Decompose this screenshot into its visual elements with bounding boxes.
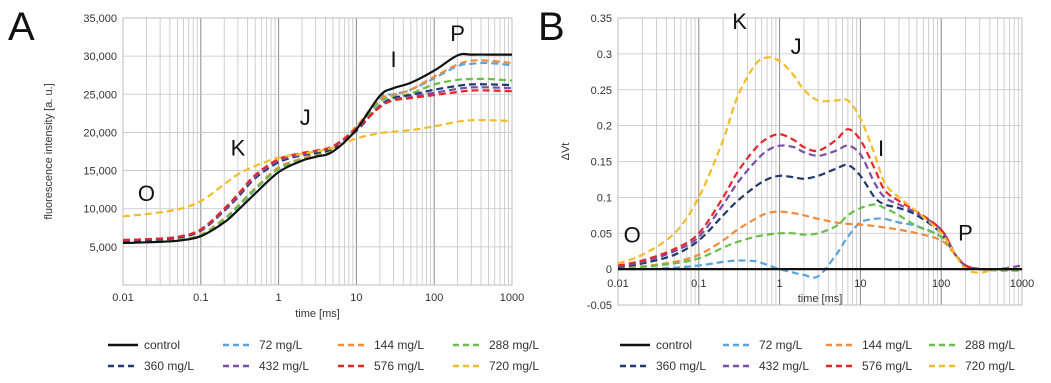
legend-label: 576 mg/L: [374, 359, 424, 373]
y-tick-label: 5,000: [89, 242, 117, 254]
panel-letter-b: B: [538, 5, 565, 49]
y-tick-label: 0.05: [591, 228, 612, 240]
phase-annotation: I: [878, 136, 884, 161]
y-axis-label: fluorescence intensity [a. u.]: [43, 83, 55, 219]
phase-annotation: J: [300, 105, 311, 130]
x-tick-label: 0.1: [193, 292, 208, 304]
series-line-control: [123, 52, 512, 245]
legend-label: 72 mg/L: [259, 338, 303, 352]
phase-annotation: O: [624, 223, 641, 248]
panel-letter-a: A: [8, 5, 35, 49]
y-tick-label: 20,000: [83, 127, 117, 139]
legend-panel-a: control 72 mg/L 144 mg/L 288 mg/L 360 mg/L 43…: [108, 338, 539, 373]
series-line-432-mg-l: [618, 144, 1022, 271]
series-line-432-mg-l: [123, 86, 512, 242]
phase-annotation: O: [138, 181, 155, 206]
x-tick-label: 1: [276, 292, 282, 304]
legend-label: control: [144, 338, 180, 352]
legend-label: 432 mg/L: [259, 359, 309, 373]
x-axis-label: time [ms]: [295, 308, 340, 320]
phase-annotation: J: [791, 34, 802, 59]
legend-label: control: [656, 338, 692, 352]
x-tick-label: 0.01: [112, 292, 133, 304]
legend-label: 720 mg/L: [489, 359, 539, 373]
chart-panel-a: 5,000 10,000 15,000 20,000 25,000 30,000 35,00…: [43, 13, 524, 320]
series-line-360-mg-l: [123, 83, 512, 242]
y-tick-label: 35,000: [83, 13, 117, 25]
x-tick-label: 100: [425, 292, 443, 304]
plot-frame: [617, 17, 1023, 306]
y-tick-label: 0.1: [597, 192, 612, 204]
legend-label: 360 mg/L: [656, 359, 706, 373]
series-line-720-mg-l: [618, 56, 1022, 274]
x-tick-label: 1000: [1010, 278, 1034, 290]
y-tick-label: 10,000: [83, 204, 117, 216]
legend-label: 360 mg/L: [144, 359, 194, 373]
y-tick-label: 0: [606, 264, 612, 276]
x-tick-label: 100: [932, 278, 950, 290]
chart-panel-b: -0.05 0 0.05 0.1 0.15 0.2 0.25 0.3 0.35 0.01 0.1 1 1…: [560, 9, 1034, 312]
x-tick-label: 1000: [500, 292, 524, 304]
legend-label: 144 mg/L: [862, 338, 912, 352]
y-tick-label: 30,000: [83, 51, 117, 63]
series-line-576-mg-l: [618, 128, 1022, 271]
y-tick-label: 0.25: [591, 85, 612, 97]
y-tick-label: 0.3: [597, 49, 612, 61]
legend-label: 288 mg/L: [489, 338, 539, 352]
series-line-288-mg-l: [123, 77, 512, 244]
x-tick-label: 1: [777, 278, 783, 290]
series-line-360-mg-l: [618, 163, 1022, 271]
x-tick-label: 10: [854, 278, 866, 290]
legend-label: 144 mg/L: [374, 338, 424, 352]
phase-annotation: I: [390, 47, 396, 72]
y-tick-label: -0.05: [587, 300, 612, 312]
legend-label: 720 mg/L: [965, 359, 1015, 373]
phase-annotation: K: [732, 9, 747, 34]
y-tick-label: 25,000: [83, 89, 117, 101]
x-tick-label: 0.01: [607, 278, 628, 290]
series-line-720-mg-l: [123, 118, 512, 218]
phase-annotation: K: [231, 135, 246, 160]
y-axis-label: ΔVt: [560, 143, 572, 161]
legend-label: 432 mg/L: [759, 359, 809, 373]
x-tick-label: 10: [350, 292, 362, 304]
phase-annotation: P: [450, 21, 465, 46]
y-tick-label: 15,000: [83, 166, 117, 178]
y-tick-label: 0.2: [597, 121, 612, 133]
legend-label: 288 mg/L: [965, 338, 1015, 352]
x-axis-label: time [ms]: [798, 293, 843, 305]
legend-panel-b: control 72 mg/L 144 mg/L 288 mg/L 360 mg/L 43…: [620, 338, 1015, 373]
x-tick-label: 0.1: [691, 278, 706, 290]
series-line-144-mg-l: [618, 210, 1022, 271]
y-tick-label: 0.35: [591, 13, 612, 25]
y-tick-label: 0.15: [591, 157, 612, 169]
series-line-576-mg-l: [123, 89, 512, 242]
legend-label: 576 mg/L: [862, 359, 912, 373]
plot-frame: [122, 17, 513, 286]
phase-annotation: P: [958, 220, 973, 245]
legend-label: 72 mg/L: [759, 338, 803, 352]
